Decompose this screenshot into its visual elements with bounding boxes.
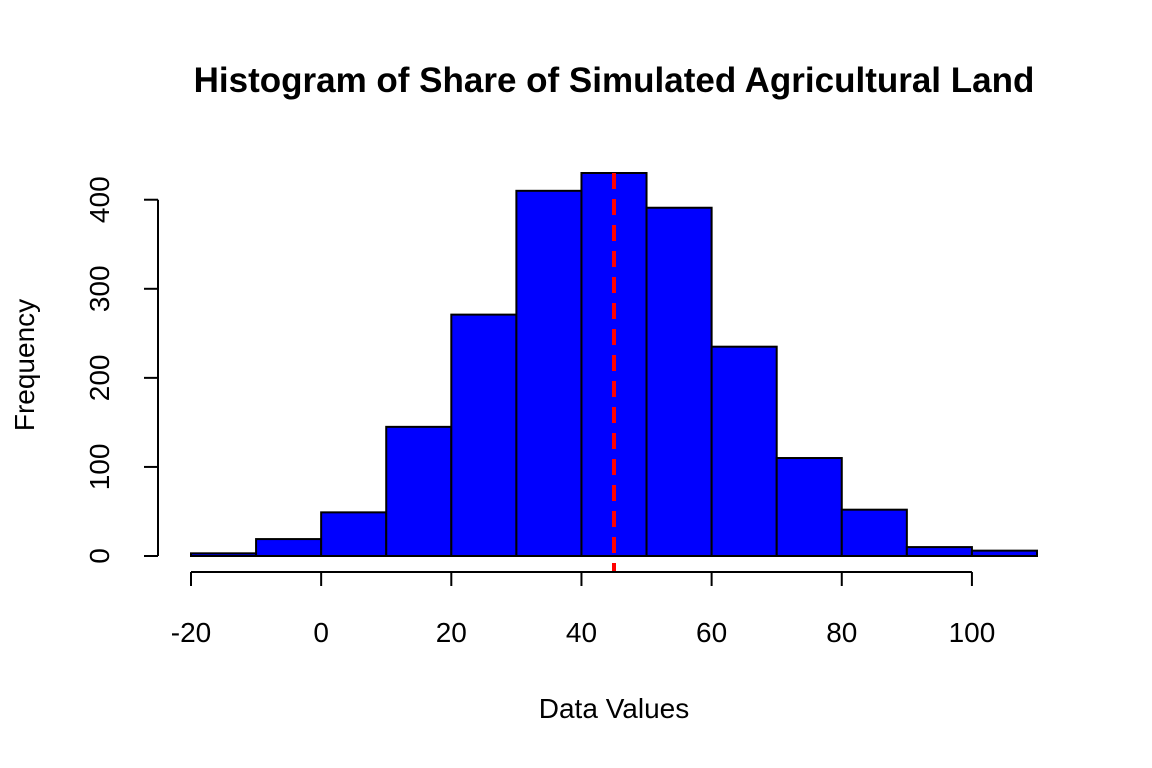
histogram-bar (840, 508, 908, 557)
x-tick-label: -20 (171, 617, 211, 648)
histogram-bar (970, 549, 1039, 558)
x-tick-label: 40 (566, 617, 597, 648)
histogram-bar (905, 546, 973, 557)
y-tick-label: 400 (84, 176, 115, 223)
y-tick-label: 0 (84, 548, 115, 564)
x-tick-label: 80 (826, 617, 857, 648)
x-axis: -20 0 20 40 60 80 100 (171, 571, 996, 648)
histogram-bar (190, 552, 258, 557)
x-tick-label: 0 (313, 617, 329, 648)
histogram-bar (450, 313, 518, 558)
x-tick-label: 100 (949, 617, 996, 648)
histogram-bar (645, 206, 713, 557)
histogram-bar (775, 457, 843, 557)
y-tick-label: 200 (84, 355, 115, 402)
x-tick-label: 60 (696, 617, 727, 648)
histogram-bar (320, 511, 388, 558)
histogram-bar (385, 425, 453, 558)
chart-title: Histogram of Share of Simulated Agricult… (194, 61, 1035, 100)
histogram-bar (515, 189, 583, 557)
bars-group (190, 172, 1039, 558)
histogram-bar (710, 345, 778, 557)
y-axis: 0 100 200 300 400 (84, 176, 159, 564)
histogram-bar (255, 538, 323, 557)
x-axis-label: Data Values (539, 693, 689, 724)
y-tick-label: 100 (84, 444, 115, 491)
y-axis-label: Frequency (9, 299, 40, 431)
y-tick-label: 300 (84, 265, 115, 312)
x-tick-label: 20 (436, 617, 467, 648)
